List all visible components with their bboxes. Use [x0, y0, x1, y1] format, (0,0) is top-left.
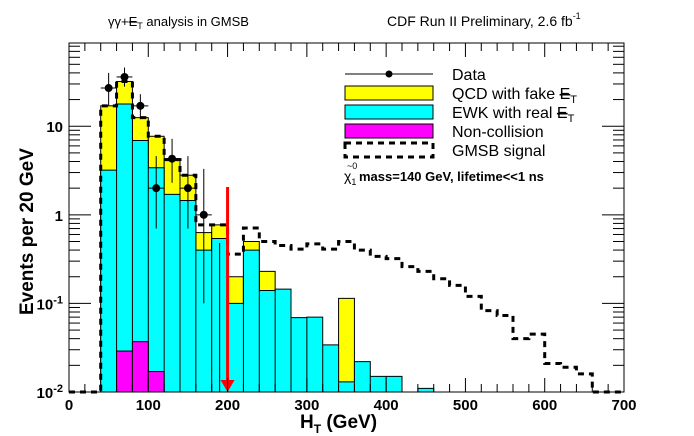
axes: 0 100 200 300 400 500 600 700 10-2 10-1 1 10 [37, 42, 637, 414]
right-title: CDF Run II Preliminary, 2.6 fb-1 [387, 11, 581, 29]
data-point [183, 184, 192, 193]
legend-note-symbol: χ1 [344, 168, 356, 187]
qcd-bar [338, 297, 355, 393]
data-point [136, 101, 145, 110]
legend-note-sup: ~0 [347, 161, 357, 171]
data-point [104, 84, 113, 93]
noncollision-series [116, 341, 165, 393]
ewk-bar [338, 381, 355, 392]
legend-swatch [344, 123, 434, 139]
noncollision-bar [147, 371, 165, 393]
ewk-bar [243, 250, 260, 392]
noncollision-bar [131, 341, 149, 393]
legend-label: EWK with real ET [452, 105, 575, 125]
ewk-bar [100, 170, 117, 392]
legend-dashed-swatch [343, 141, 435, 159]
x-tick-label: 500 [453, 397, 478, 414]
legend-swatch [344, 104, 434, 120]
ewk-bar [180, 200, 196, 392]
noncollision-bar [116, 350, 133, 393]
ewk-bar [148, 167, 165, 392]
ewk-bar [306, 317, 323, 392]
legend-label: Data [452, 67, 486, 84]
data-point [199, 210, 208, 219]
plot-frame [68, 42, 625, 393]
data-point [168, 154, 177, 163]
legend-label: Non-collision [452, 124, 544, 141]
ewk-bar [227, 303, 244, 392]
y-tick-label: 10-2 [37, 383, 63, 402]
ewk-bar [116, 104, 133, 393]
x-tick-label: 600 [532, 397, 557, 414]
y-tick-label: 1 [55, 208, 63, 225]
data-point [120, 72, 129, 81]
stack-series [100, 80, 435, 393]
ewk-bar [354, 361, 371, 392]
ewk-bar [417, 388, 434, 392]
x-tick-label: 300 [294, 397, 319, 414]
legend-data-marker [385, 70, 393, 78]
legend-label: QCD with fake ET [452, 86, 577, 106]
legend-swatch [344, 85, 434, 101]
left-title: γγ+ET analysis in GMSB [108, 14, 249, 31]
y-axis-label: Events per 20 GeV [17, 148, 38, 315]
y-tick-label: 10-1 [37, 294, 63, 313]
ewk-bar [386, 376, 402, 392]
legend-note: mass=140 GeV, lifetime<<1 ns [359, 169, 544, 184]
x-tick-label: 700 [611, 397, 636, 414]
data-point [152, 184, 161, 193]
ewk-bar [164, 194, 180, 392]
ewk-bar [322, 344, 339, 392]
data-series [100, 67, 221, 392]
x-tick-label: 200 [215, 397, 240, 414]
ewk-bar [275, 289, 291, 392]
x-axis-label: HT (GeV) [300, 412, 377, 436]
ewk-bar [132, 140, 149, 392]
ewk-bar [370, 376, 387, 392]
legend-label: GMSB signal [452, 143, 545, 160]
x-tick-label: 0 [65, 397, 73, 414]
x-tick-label: 400 [374, 397, 399, 414]
ewk-bar [291, 317, 307, 392]
x-tick-label: 100 [136, 397, 161, 414]
ewk-bar [195, 250, 212, 392]
ewk-bar [259, 290, 276, 392]
y-tick-label: 10 [46, 119, 63, 136]
